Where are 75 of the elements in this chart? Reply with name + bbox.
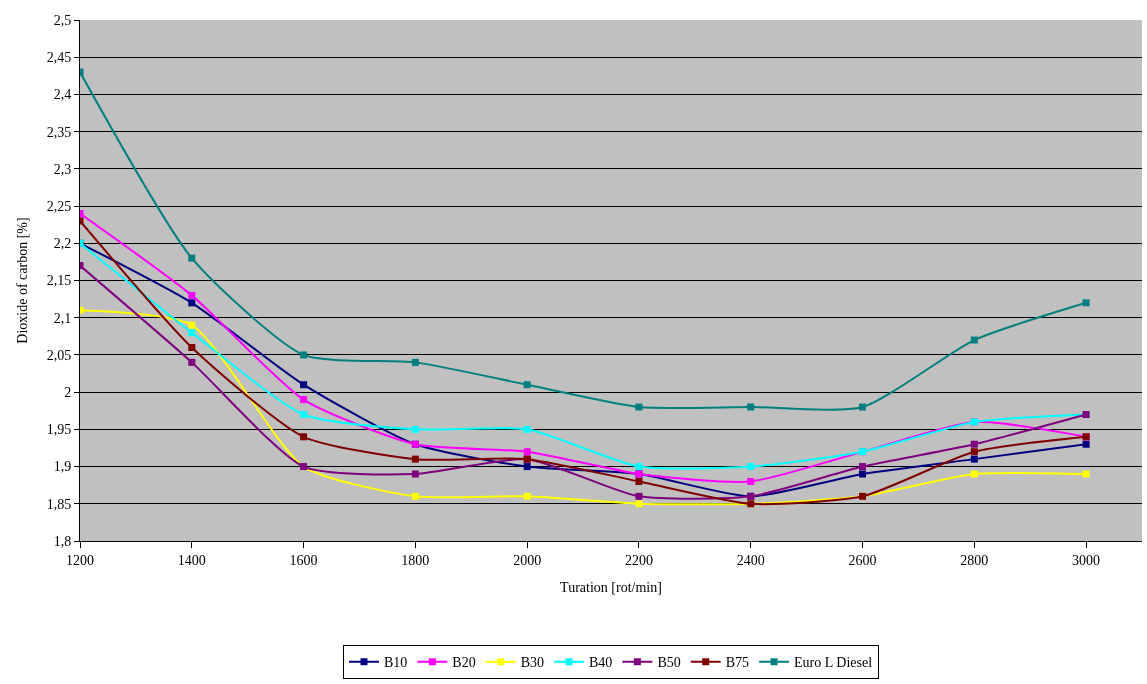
point (1082, 470, 1090, 478)
point (411, 492, 419, 500)
legend-label: B20 (452, 655, 476, 671)
y-tick-label: 2,45 (46, 50, 72, 66)
point (747, 477, 755, 485)
point (411, 455, 419, 463)
y-tick-label: 2,1 (53, 310, 72, 326)
point (635, 500, 643, 508)
point (859, 403, 867, 411)
point (635, 477, 643, 485)
point (188, 291, 196, 299)
point (300, 396, 308, 404)
point (188, 358, 196, 366)
point (523, 463, 531, 471)
y-tick-label: 1,95 (46, 422, 72, 438)
point (970, 336, 978, 344)
y-tick-label: 2,35 (46, 124, 72, 140)
y-tick-label: 2,25 (46, 198, 72, 214)
point (1082, 440, 1090, 448)
x-tick-label: 1800 (401, 552, 430, 568)
point (635, 403, 643, 411)
point (411, 470, 419, 478)
y-tick-label: 2 (64, 385, 72, 401)
point (747, 403, 755, 411)
x-tick-label: 2600 (848, 552, 877, 568)
x-tick-label: 1600 (289, 552, 318, 568)
point (300, 381, 308, 389)
point (635, 492, 643, 500)
point (300, 351, 308, 359)
point (188, 299, 196, 307)
point (970, 470, 978, 478)
point (970, 455, 978, 463)
point (411, 425, 419, 433)
point (747, 463, 755, 471)
point (859, 463, 867, 471)
point (188, 343, 196, 351)
x-tick-label: 2400 (736, 552, 765, 568)
legend-label: B50 (657, 655, 681, 671)
y-tick-label: 2,5 (53, 12, 72, 28)
point (188, 321, 196, 329)
point (300, 433, 308, 441)
y-axis-title: Dioxide of carbon [%] (15, 217, 31, 344)
point (523, 492, 531, 500)
point (970, 440, 978, 448)
legend-label: B75 (725, 655, 750, 671)
point (188, 329, 196, 337)
x-tick-label: 1400 (177, 552, 206, 568)
y-tick-label: 2,2 (53, 236, 72, 252)
x-tick-label: 1200 (66, 552, 94, 568)
x-tick-label: 2000 (513, 552, 542, 568)
point (523, 448, 531, 456)
legend-label: B30 (520, 655, 545, 671)
point (859, 470, 867, 478)
y-tick-label: 2,3 (53, 161, 72, 177)
x-tick-label: 2800 (960, 552, 989, 568)
legend-label: Euro L Diesel (794, 655, 873, 671)
x-tick-label: 3000 (1072, 552, 1101, 568)
y-tick-label: 2,15 (46, 273, 72, 289)
point (188, 254, 196, 262)
y-tick-label: 1,85 (46, 496, 72, 512)
point (523, 381, 531, 389)
point (411, 358, 419, 366)
y-tick-label: 2,05 (46, 347, 72, 363)
point (970, 448, 978, 456)
point (523, 425, 531, 433)
point (635, 463, 643, 471)
y-tick-label: 1,8 (53, 533, 72, 549)
legend-label: B10 (384, 655, 408, 671)
legend-label: B40 (589, 655, 613, 671)
point (1082, 299, 1090, 307)
y-tick-label: 1,9 (53, 459, 72, 475)
x-tick-label: 2200 (624, 552, 653, 568)
point (300, 410, 308, 418)
y-tick-label: 2,4 (53, 87, 72, 103)
x-axis-title: Turation [rot/min] (560, 580, 662, 596)
